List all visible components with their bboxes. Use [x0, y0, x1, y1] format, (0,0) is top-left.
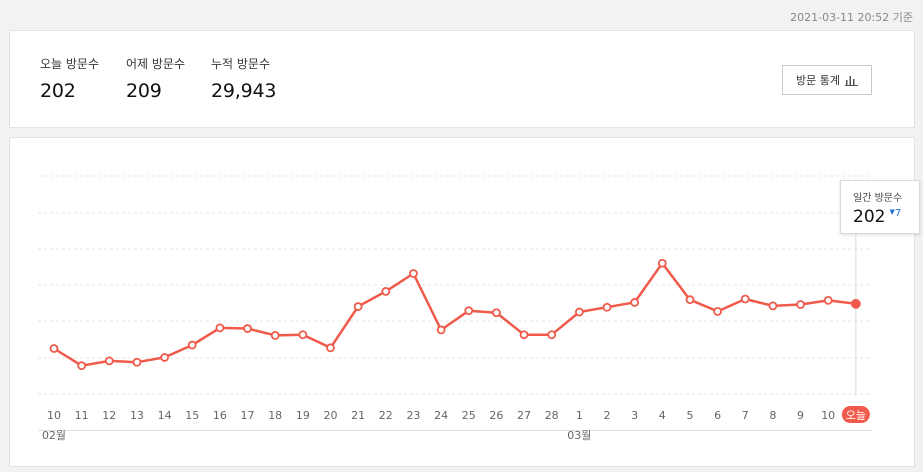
x-tick-label: 21 — [351, 409, 365, 422]
x-tick-label: 26 — [489, 409, 503, 422]
x-tick-label: 5 — [686, 409, 693, 422]
data-point — [353, 302, 363, 311]
visit-summary-card: 오늘 방문수 202 어제 방문수 209 누적 방문수 29,943 방문 통… — [9, 30, 915, 128]
visit-stats-button[interactable]: 방문 통계 — [782, 65, 872, 95]
x-tick-label: 1 — [576, 409, 583, 422]
data-point — [685, 295, 695, 305]
x-tick-label: 22 — [379, 409, 393, 422]
x-tick-label: 10 — [821, 409, 835, 422]
x-tick-label: 25 — [462, 409, 476, 422]
month-label: 02월 — [42, 429, 66, 442]
tooltip-change-value: 7 — [894, 208, 902, 219]
data-point — [768, 301, 778, 311]
data-point — [160, 353, 170, 362]
month-label: 03월 — [567, 429, 591, 442]
stat-today-value: 202 — [40, 80, 76, 102]
x-tick-label: 4 — [659, 409, 666, 422]
x-tick-label: 7 — [742, 409, 749, 422]
data-point — [409, 269, 418, 278]
x-tick-label: 3 — [631, 409, 638, 422]
data-point — [796, 300, 805, 309]
visit-chart-card: 10 11 12 13 14 15 16 17 18 19 20 21 22 23 24 25 26 27 28 1 2… — [9, 137, 920, 467]
stat-yesterday-label: 어제 방문수 — [126, 57, 186, 71]
bar-chart-icon — [844, 75, 858, 86]
data-point — [630, 298, 640, 307]
x-tick-label: 20 — [324, 409, 338, 422]
today-badge — [841, 406, 870, 423]
data-point — [464, 306, 474, 316]
x-tick-label: 16 — [213, 409, 227, 422]
x-tick-label: 2 — [604, 409, 611, 422]
stat-yesterday: 어제 방문수 209 — [126, 55, 185, 102]
data-point — [381, 287, 391, 296]
x-tick-label: 11 — [75, 409, 89, 422]
data-point — [713, 306, 722, 316]
data-point — [215, 323, 225, 333]
x-tick-label: 6 — [714, 409, 721, 422]
tooltip-change: ▼7 — [889, 208, 901, 219]
x-tick-label: 15 — [185, 409, 199, 422]
stat-total-value: 29,943 — [211, 80, 277, 102]
x-tick-label: 18 — [268, 409, 282, 422]
x-tick-label: 27 — [517, 409, 531, 422]
x-tick-label: 24 — [434, 409, 448, 422]
data-point — [850, 298, 861, 309]
data-point — [243, 324, 252, 333]
data-point — [574, 307, 584, 317]
data-point — [491, 308, 501, 318]
data-point — [132, 357, 142, 367]
x-tick-label: 17 — [241, 409, 255, 422]
x-tick-label: 12 — [102, 409, 116, 422]
chart-tooltip: 일간 방문수 202 ▼7 — [840, 180, 920, 234]
timestamp: 2021-03-11 20:52 기준 — [790, 11, 913, 24]
daily-visits-line-chart: 10 11 12 13 14 15 16 17 18 19 20 21 22 23 24 25 26 27 28 1 2… — [38, 175, 872, 442]
stat-total: 누적 방문수 29,943 — [211, 55, 276, 102]
data-point — [657, 258, 667, 268]
x-tick-label: 9 — [797, 409, 804, 422]
x-tick-label: 13 — [130, 409, 144, 422]
data-point — [436, 325, 446, 335]
data-point — [104, 356, 114, 366]
stat-yesterday-value: 209 — [126, 80, 162, 102]
data-point — [270, 331, 280, 340]
data-point — [326, 343, 335, 353]
data-point — [602, 302, 612, 312]
data-point — [740, 294, 750, 304]
x-tick-label: 오늘 — [846, 409, 866, 422]
x-tick-label: 10 — [47, 409, 61, 422]
data-point — [519, 330, 529, 340]
data-point — [298, 330, 308, 340]
x-tick-label: 14 — [158, 409, 172, 422]
series-line — [53, 261, 856, 367]
stat-total-label: 누적 방문수 — [211, 57, 271, 71]
stat-today-label: 오늘 방문수 — [40, 57, 100, 71]
x-tick-label: 28 — [545, 409, 559, 422]
data-point — [187, 340, 197, 350]
x-tick-label: 23 — [406, 409, 420, 422]
tooltip-label: 일간 방문수 — [853, 193, 903, 204]
stat-today: 오늘 방문수 202 — [40, 55, 99, 102]
data-point — [49, 344, 59, 353]
data-point — [77, 361, 87, 371]
x-tick-label: 19 — [296, 409, 310, 422]
x-tick-label: 8 — [769, 409, 776, 422]
visit-stats-button-label: 방문 통계 — [796, 74, 840, 87]
tooltip-value: 202 — [853, 207, 886, 227]
data-point — [823, 295, 833, 305]
data-point — [547, 330, 557, 340]
down-triangle-icon: ▼ — [889, 208, 895, 216]
